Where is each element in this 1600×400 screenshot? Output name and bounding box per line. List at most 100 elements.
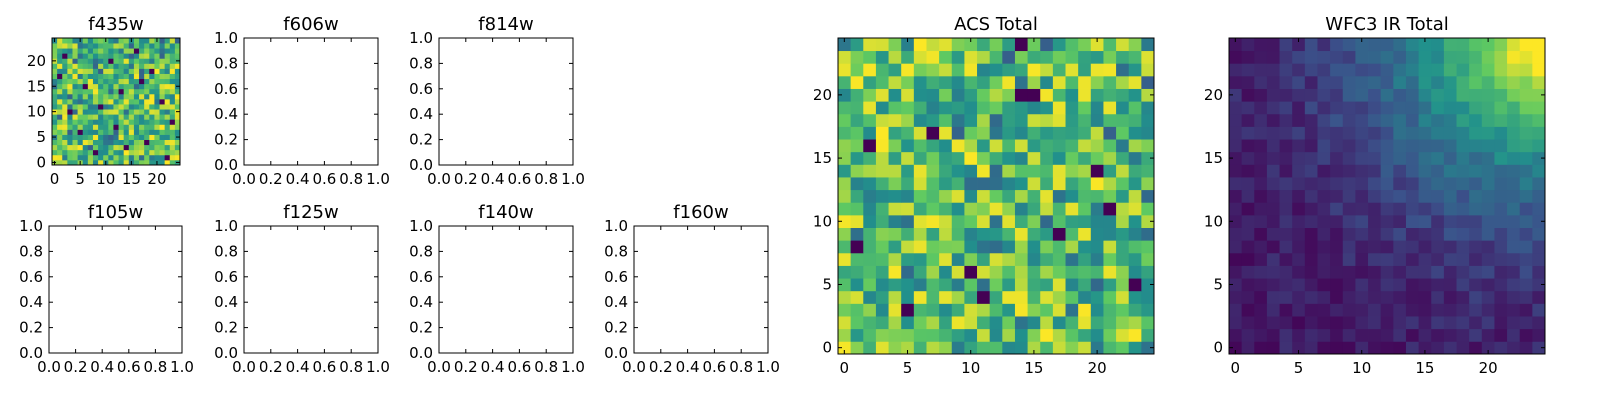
heatmap-cell	[133, 124, 140, 130]
heatmap-cell	[1254, 202, 1268, 216]
heatmap-cell	[1342, 177, 1356, 191]
heatmap-cell	[951, 139, 965, 153]
heatmap-cell	[888, 303, 902, 317]
heatmap-cell	[1090, 202, 1104, 216]
heatmap-cell	[169, 149, 176, 156]
heatmap-cell	[863, 177, 877, 191]
heatmap-cell	[1405, 101, 1419, 115]
heatmap-cell	[1241, 214, 1255, 228]
heatmap-cell	[92, 83, 99, 90]
heatmap-cell	[118, 73, 125, 80]
heatmap-cell	[1304, 126, 1318, 140]
heatmap-cell	[989, 75, 1003, 89]
heatmap-cell	[62, 134, 68, 140]
heatmap-cell	[1078, 113, 1092, 127]
heatmap-cell	[838, 126, 852, 140]
heatmap-cell	[1393, 227, 1407, 241]
heatmap-cell	[144, 88, 150, 95]
heatmap-cell	[108, 58, 114, 64]
heatmap-cell	[1443, 303, 1457, 317]
heatmap-cell	[939, 38, 953, 52]
heatmap-cell	[951, 177, 965, 191]
heatmap-cell	[159, 58, 166, 64]
heatmap-cell	[1532, 214, 1546, 228]
heatmap-cell	[133, 78, 140, 85]
heatmap-cell	[1469, 278, 1483, 292]
heatmap-cell	[1355, 101, 1369, 115]
heatmap-cell	[1507, 50, 1521, 64]
heatmap-cell	[1469, 214, 1483, 228]
heatmap-cell	[1128, 227, 1142, 241]
heatmap-cell	[57, 154, 63, 161]
heatmap-cell	[1292, 164, 1306, 178]
heatmap-cell	[1481, 126, 1495, 140]
heatmap-cell	[1342, 202, 1356, 216]
heatmap-cell	[72, 43, 78, 49]
heatmap-cell	[1330, 265, 1344, 279]
heatmap-cell	[1116, 202, 1130, 216]
heatmap-cell	[1052, 63, 1066, 77]
heatmap-cell	[1052, 252, 1066, 266]
heatmap-cell	[1141, 139, 1155, 153]
heatmap-cell	[57, 129, 63, 135]
heatmap-cell	[1481, 303, 1495, 317]
heatmap-cell	[1254, 151, 1268, 165]
heatmap-cell	[1494, 101, 1508, 115]
heatmap-cell	[169, 154, 176, 161]
heatmap-cell	[926, 214, 940, 228]
heatmap-cell	[1368, 177, 1382, 191]
heatmap-cell	[1330, 126, 1344, 140]
heatmap-cell	[977, 164, 991, 178]
heatmap-cell	[57, 98, 63, 105]
heatmap-cell	[1317, 75, 1331, 89]
heatmap-cell	[1494, 303, 1508, 317]
heatmap-cell	[62, 78, 68, 85]
heatmap-cell	[1355, 189, 1369, 203]
heatmap-cell	[951, 316, 965, 330]
heatmap-cell	[926, 328, 940, 342]
heatmap-cell	[1002, 139, 1016, 153]
heatmap-cell	[913, 75, 927, 89]
heatmap-cell	[1014, 139, 1028, 153]
heatmap-cell	[1317, 63, 1331, 77]
heatmap-cell	[1254, 63, 1268, 77]
heatmap-cell	[901, 139, 915, 153]
heatmap-cell	[87, 88, 94, 95]
heatmap-cell	[123, 139, 130, 146]
heatmap-cell	[1078, 316, 1092, 330]
heatmap-cell	[164, 139, 171, 146]
heatmap-cell	[875, 341, 889, 355]
heatmap-cell	[67, 98, 73, 105]
heatmap-cell	[1052, 164, 1066, 178]
x-tick-label: 20	[1088, 359, 1107, 377]
y-tick-label: 0.2	[214, 319, 238, 337]
heatmap-cell	[1141, 303, 1155, 317]
axes-frame	[51, 37, 181, 166]
heatmap-cell	[154, 53, 160, 59]
heatmap-cell	[159, 109, 166, 115]
heatmap-cell	[1279, 214, 1293, 228]
heatmap-cell	[1241, 240, 1255, 254]
heatmap-cell	[62, 124, 68, 130]
x-tick-label: 0.8	[143, 358, 167, 376]
heatmap-cell	[1380, 316, 1394, 330]
heatmap-cell	[1507, 75, 1521, 89]
heatmap-cell	[951, 303, 965, 317]
heatmap-cell	[1469, 113, 1483, 127]
heatmap-cell	[82, 73, 89, 80]
heatmap-cell	[154, 149, 160, 156]
heatmap-cell	[159, 63, 166, 69]
heatmap-cell	[1481, 290, 1495, 304]
heatmap-cell	[850, 164, 864, 178]
heatmap-cell	[77, 129, 84, 135]
heatmap-cell	[159, 93, 166, 100]
heatmap-cell	[1116, 139, 1130, 153]
heatmap-cell	[87, 93, 94, 100]
heatmap-cell	[1405, 214, 1419, 228]
heatmap-cell	[1254, 177, 1268, 191]
heatmap-cell	[1002, 151, 1016, 165]
heatmap-cell	[62, 129, 68, 135]
heatmap-cell	[67, 48, 73, 54]
heatmap-cell	[62, 109, 68, 115]
heatmap-cell	[1405, 202, 1419, 216]
